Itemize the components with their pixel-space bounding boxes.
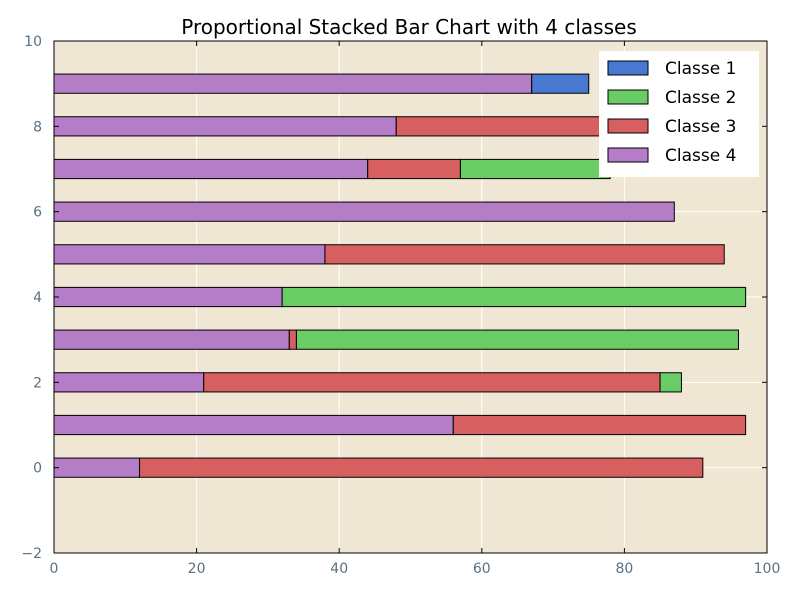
legend-swatch-classe-3	[607, 118, 649, 134]
bar-segment-classe-4-row-6	[53, 201, 675, 222]
bar-segment-classe-3-row-1	[452, 414, 747, 436]
y-tick-label-4: 6	[33, 205, 42, 221]
bar-segment-classe-3-row-3	[288, 329, 297, 350]
axis-ticks: 0 20 40 60 80 100 −2 0 2 4 6 8 10	[21, 34, 780, 577]
bar-segment-classe-4-row-5	[53, 244, 326, 265]
y-tick-label-0: −2	[21, 546, 42, 562]
legend-swatch-classe-1	[607, 60, 649, 76]
legend-swatch-classe-4	[607, 147, 649, 163]
x-tick-label-0: 0	[50, 561, 59, 577]
legend-label-classe-1: Classe 1	[665, 59, 736, 79]
bar-segment-classe-3-row-8	[395, 116, 604, 137]
x-tick-label-4: 80	[615, 561, 633, 577]
x-tick-label-5: 100	[754, 561, 781, 577]
x-tick-label-2: 40	[330, 561, 348, 577]
bars-group	[53, 73, 747, 478]
bar-segment-classe-3-row-5	[324, 244, 725, 265]
bar-segment-classe-3-row-7	[367, 158, 461, 180]
y-tick-label-6: 10	[24, 34, 42, 50]
legend-swatch-classe-2	[607, 89, 649, 105]
y-tick-label-2: 2	[33, 375, 42, 391]
bar-segment-classe-2-row-7	[459, 158, 611, 180]
bar-segment-classe-4-row-7	[53, 158, 369, 180]
bar-segment-classe-4-row-3	[53, 329, 290, 350]
y-tick-label-3: 4	[33, 290, 42, 306]
legend: Classe 1 Classe 2 Classe 3 Classe 4	[599, 51, 759, 177]
bar-segment-classe-2-row-3	[295, 329, 739, 350]
bar-segment-classe-4-row-1	[53, 414, 454, 436]
legend-label-classe-2: Classe 2	[665, 88, 736, 108]
bar-segment-classe-4-row-4	[53, 286, 283, 308]
bar-segment-classe-4-row-2	[53, 372, 205, 393]
chart-title: Proportional Stacked Bar Chart with 4 cl…	[181, 15, 637, 39]
bar-segment-classe-4-row-9	[53, 73, 533, 94]
bar-segment-classe-4-row-8	[53, 116, 397, 137]
y-tick-label-1: 0	[33, 461, 42, 477]
legend-label-classe-3: Classe 3	[665, 117, 736, 137]
x-tick-label-1: 20	[188, 561, 206, 577]
bar-segment-classe-3-row-0	[139, 457, 704, 478]
bar-segment-classe-1-row-9	[531, 73, 590, 94]
y-tick-label-5: 8	[33, 119, 42, 135]
legend-label-classe-4: Classe 4	[665, 146, 736, 166]
bar-segment-classe-2-row-2	[659, 372, 682, 393]
x-tick-label-3: 60	[473, 561, 491, 577]
bar-segment-classe-2-row-4	[281, 286, 747, 308]
bar-segment-classe-3-row-2	[203, 372, 661, 393]
bar-segment-classe-4-row-0	[53, 457, 141, 478]
